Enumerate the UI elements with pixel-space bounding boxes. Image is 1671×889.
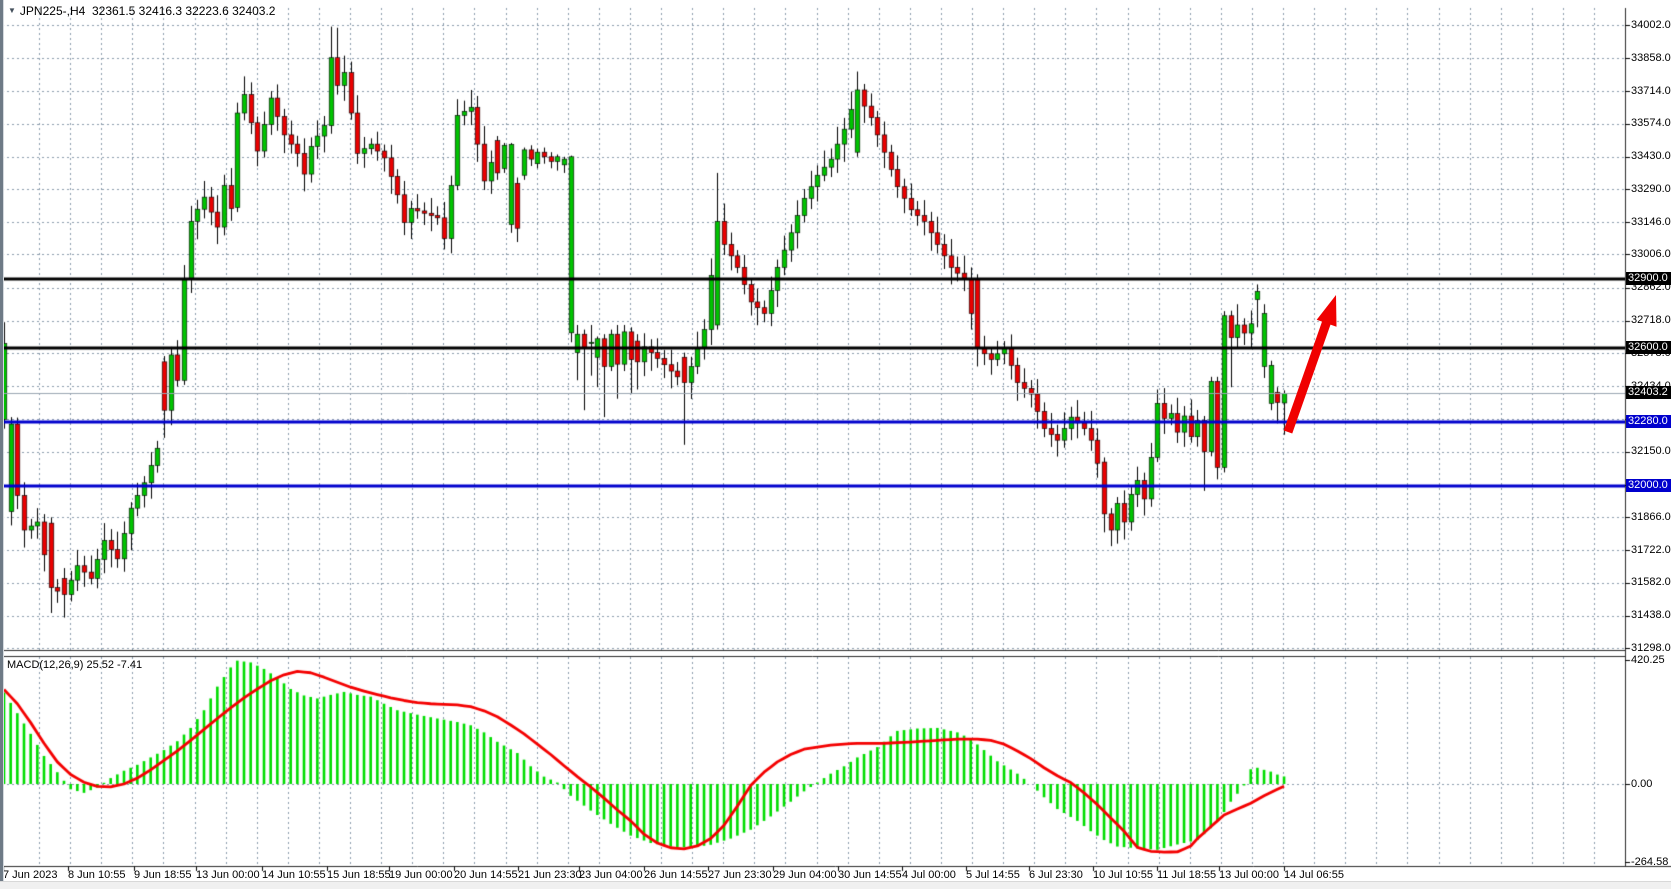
price-axis-tag: 32600.0 (1626, 341, 1671, 355)
time-axis-label: 23 Jun 04:00 (579, 869, 643, 881)
symbol-ohlc-label[interactable]: ▼ JPN225-,H4 32361.5 32416.3 32223.6 3240… (8, 4, 275, 18)
macd-indicator-label: MACD(12,26,9) 25.52 -7.41 (7, 659, 143, 671)
time-axis-label: 11 Jul 18:55 (1157, 869, 1217, 881)
price-axis-label: 31866.0 (1631, 510, 1671, 523)
time-axis-label: 27 Jun 23:30 (708, 869, 772, 881)
macd-axis-label: 0.00 (1631, 777, 1653, 790)
time-axis-label: 21 Jun 23:30 (518, 869, 582, 881)
time-axis-label: 8 Jun 10:55 (68, 869, 126, 881)
chevron-down-icon[interactable]: ▼ (8, 6, 16, 15)
price-axis-label: 33430.0 (1631, 150, 1671, 163)
price-axis-tag: 32280.0 (1626, 414, 1671, 428)
price-axis-label: 33146.0 (1631, 215, 1671, 228)
time-axis-label: 7 Jun 2023 (3, 869, 58, 881)
time-axis-label: 6 Jul 23:30 (1029, 869, 1083, 881)
time-axis-label: 26 Jun 14:55 (644, 869, 708, 881)
price-axis-label: 33006.0 (1631, 247, 1671, 260)
time-axis-label: 29 Jun 04:00 (773, 869, 837, 881)
price-axis-label: 33290.0 (1631, 182, 1671, 195)
price-axis-label: 31582.0 (1631, 576, 1671, 589)
macd-axis-label: 420.25 (1631, 653, 1665, 666)
time-axis-label: 30 Jun 14:55 (838, 869, 902, 881)
trend-arrow-annotation[interactable] (1268, 278, 1350, 444)
time-axis-label: 9 Jun 18:55 (134, 869, 192, 881)
price-axis-tag: 32900.0 (1626, 271, 1671, 285)
time-axis-label: 19 Jun 00:00 (389, 869, 453, 881)
price-axis-label: 33574.0 (1631, 117, 1671, 130)
price-axis-tag: 32403.2 (1626, 386, 1671, 400)
time-axis-label: 20 Jun 14:55 (454, 869, 518, 881)
window-bottom-strip (0, 881, 1671, 889)
price-axis-label: 34002.0 (1631, 18, 1671, 31)
time-axis-label: 10 Jul 10:55 (1093, 869, 1153, 881)
time-axis-label: 15 Jun 18:55 (327, 869, 391, 881)
time-axis-label: 14 Jun 10:55 (262, 869, 326, 881)
price-axis-label: 33714.0 (1631, 84, 1671, 97)
time-axis-label: 13 Jun 00:00 (196, 869, 260, 881)
time-axis-label: 13 Jul 00:00 (1219, 869, 1279, 881)
time-axis-label: 14 Jul 06:55 (1284, 869, 1344, 881)
symbol-period-text: JPN225-,H4 (19, 4, 86, 18)
macd-axis-label: -264.58 (1631, 855, 1669, 868)
price-axis-label: 31722.0 (1631, 543, 1671, 556)
ohlc-values-text: 32361.5 32416.3 32223.6 32403.2 (91, 4, 276, 18)
price-axis-label: 32718.0 (1631, 314, 1671, 327)
price-axis-tag: 32000.0 (1626, 479, 1671, 493)
window-left-border (0, 0, 4, 881)
time-axis-label: 5 Jul 14:55 (966, 869, 1020, 881)
price-axis-label: 33858.0 (1631, 51, 1671, 64)
price-axis-label: 32150.0 (1631, 445, 1671, 458)
time-axis-label: 4 Jul 00:00 (902, 869, 956, 881)
price-axis-label: 31438.0 (1631, 609, 1671, 622)
price-axis-label: 31298.0 (1631, 641, 1671, 654)
